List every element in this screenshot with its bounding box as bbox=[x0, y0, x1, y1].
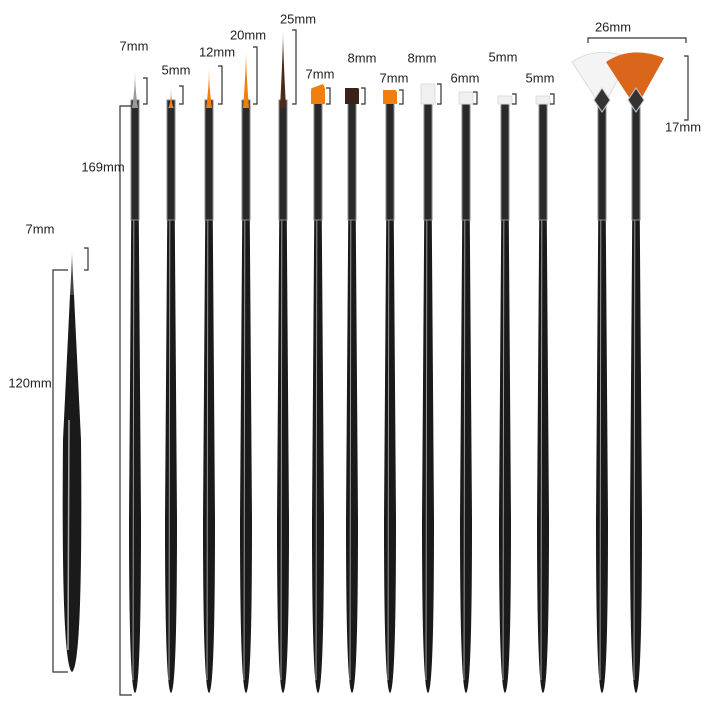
length-bracket bbox=[119, 105, 132, 696]
fan-width-label: 26mm bbox=[594, 19, 632, 35]
dimension-bracket bbox=[437, 83, 442, 105]
brush-ferrule bbox=[385, 99, 395, 221]
brush-handle bbox=[165, 115, 177, 693]
brush-ferrule bbox=[461, 99, 471, 221]
tip-label: 6mm bbox=[450, 70, 480, 86]
dimension-bracket bbox=[399, 89, 404, 105]
short-brush-bristles bbox=[70, 250, 74, 295]
brush-ferrule bbox=[278, 99, 288, 221]
brush-ferrule bbox=[500, 99, 510, 221]
brush-bristles bbox=[497, 95, 513, 105]
brush-ferrule bbox=[204, 99, 214, 221]
brush-handle bbox=[384, 115, 396, 693]
brush-bristles bbox=[383, 90, 397, 104]
dimension-bracket bbox=[143, 77, 148, 105]
dimension-bracket bbox=[326, 87, 331, 105]
fan-ferrule bbox=[593, 87, 611, 113]
fan-bristles bbox=[606, 52, 664, 108]
brush-bristles bbox=[420, 83, 436, 105]
brush-bristles bbox=[243, 50, 249, 108]
tip-label: 7mm bbox=[119, 38, 149, 54]
brush-bristles bbox=[345, 88, 359, 104]
brush-ferrule bbox=[631, 99, 641, 221]
brush-ferrule bbox=[130, 99, 140, 221]
brush-handle bbox=[422, 115, 434, 693]
brush-ferrule bbox=[313, 99, 323, 221]
short-brush-handle bbox=[62, 295, 82, 672]
short-brush-length-label: 120mm bbox=[8, 375, 52, 391]
brush-bristles bbox=[168, 85, 174, 108]
brush-handle bbox=[129, 115, 141, 693]
brush-handle bbox=[630, 115, 642, 693]
brush-ferrule bbox=[166, 99, 176, 221]
tip-label: 5mm bbox=[525, 70, 555, 86]
tip-label: 12mm bbox=[198, 44, 236, 60]
brush-ferrule bbox=[241, 99, 251, 221]
brush-ferrule bbox=[423, 99, 433, 221]
fan-ferrule bbox=[627, 87, 645, 113]
dimension-bracket bbox=[512, 93, 517, 105]
dimension-bracket bbox=[684, 55, 689, 121]
tip-label: 8mm bbox=[347, 50, 377, 66]
handle-highlight bbox=[67, 419, 70, 651]
dimension-bracket bbox=[550, 93, 555, 105]
brush-bristles bbox=[535, 95, 551, 105]
tip-label: 7mm bbox=[305, 66, 335, 82]
brush-bristles bbox=[311, 84, 325, 104]
tip-label: 20mm bbox=[229, 27, 267, 43]
dimension-bracket bbox=[218, 65, 223, 105]
brush-handle bbox=[346, 115, 358, 693]
brush-handle bbox=[203, 115, 215, 693]
dimension-bracket bbox=[292, 29, 297, 105]
brush-handle bbox=[499, 115, 511, 693]
fan-height-label: 17mm bbox=[664, 119, 702, 135]
brush-ferrule bbox=[597, 99, 607, 221]
dimension-bracket bbox=[587, 37, 687, 43]
long-brush-length-label: 169mm bbox=[81, 159, 125, 175]
brush-bristles bbox=[458, 91, 474, 105]
dimension-bracket bbox=[473, 91, 478, 105]
brush-handle bbox=[596, 115, 608, 693]
dimension-bracket bbox=[361, 87, 366, 105]
dimension-bracket bbox=[179, 85, 184, 105]
brush-bristles bbox=[280, 30, 286, 108]
brush-bristles bbox=[206, 68, 212, 108]
dimension-bracket bbox=[84, 247, 89, 271]
tip-label: 25mm bbox=[279, 11, 317, 27]
brush-handle bbox=[312, 115, 324, 693]
tip-label: 5mm bbox=[161, 62, 191, 78]
brush-ferrule bbox=[538, 99, 548, 221]
tip-label: 5mm bbox=[488, 49, 518, 65]
tip-label: 7mm bbox=[379, 70, 409, 86]
brush-handle bbox=[537, 115, 549, 693]
brush-handle bbox=[277, 115, 289, 693]
brush-handle bbox=[460, 115, 472, 693]
tip-label: 8mm bbox=[407, 50, 437, 66]
short-brush-tip-label: 7mm bbox=[25, 221, 55, 237]
brush-handle bbox=[240, 115, 252, 693]
brush-ferrule bbox=[347, 99, 357, 221]
brush-bristles bbox=[132, 70, 138, 108]
dimension-bracket bbox=[253, 46, 258, 105]
length-bracket bbox=[52, 269, 68, 673]
